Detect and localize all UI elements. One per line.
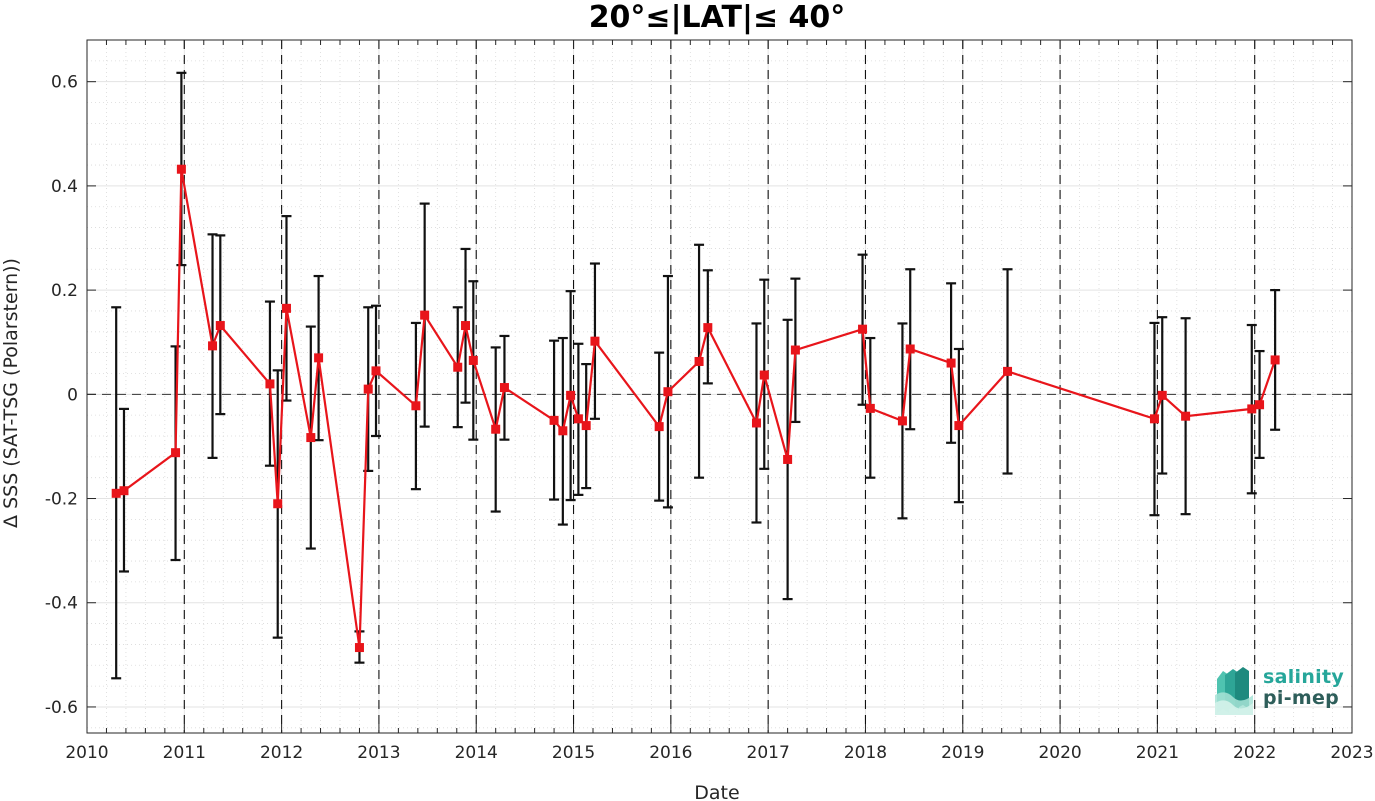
x-tick-label: 2018 — [844, 743, 887, 763]
data-point-marker — [453, 362, 463, 372]
logo-text-salinity: salinity — [1263, 666, 1345, 688]
data-point-marker — [897, 416, 907, 426]
data-point-marker — [420, 310, 430, 320]
data-point-marker — [281, 303, 291, 313]
chart-title: 20°≤|LAT|≤ 40° — [589, 0, 846, 35]
data-point-marker — [111, 488, 121, 498]
data-point-marker — [954, 421, 964, 431]
data-point-marker — [663, 387, 673, 397]
data-point-marker — [1003, 366, 1013, 376]
data-point-marker — [354, 643, 364, 653]
data-point-marker — [654, 422, 664, 432]
data-point-marker — [215, 321, 225, 331]
data-point-marker — [759, 370, 769, 380]
logo-text-pimep: pi-mep — [1263, 687, 1340, 709]
x-tick-label: 2019 — [941, 743, 984, 763]
plot-area-border — [86, 39, 1353, 734]
x-tick-label: 2016 — [649, 743, 692, 763]
series-markers — [111, 164, 1280, 653]
y-tick-label: 0 — [67, 385, 78, 405]
data-point-marker — [581, 421, 591, 431]
x-tick-labels: 2010 2011 2012 2013 2014 2015 2016 2017 2018 2019… — [65, 743, 1373, 763]
data-point-marker — [363, 384, 373, 394]
data-point-marker — [566, 390, 576, 400]
data-point-marker — [468, 355, 478, 365]
data-point-marker — [858, 324, 868, 334]
y-tick-label: -0.6 — [45, 698, 78, 718]
logo-waves-icon — [1215, 667, 1253, 715]
year-boundary-lines — [183, 40, 1256, 733]
y-tick-label: 0.2 — [51, 281, 78, 301]
data-point-marker — [783, 454, 793, 464]
data-point-marker — [306, 433, 316, 443]
y-tick-label: 0.6 — [51, 73, 78, 93]
data-point-marker — [208, 341, 218, 351]
data-point-marker — [549, 415, 559, 425]
data-point-marker — [119, 486, 129, 496]
data-point-marker — [790, 345, 800, 355]
data-point-marker — [499, 383, 509, 393]
x-tick-label: 2020 — [1038, 743, 1081, 763]
x-tick-label: 2022 — [1233, 743, 1276, 763]
data-point-marker — [905, 344, 915, 354]
data-point-marker — [491, 424, 501, 434]
data-point-marker — [1181, 411, 1191, 421]
data-point-marker — [273, 499, 283, 509]
x-tick-label: 2015 — [552, 743, 595, 763]
data-point-marker — [371, 366, 381, 376]
data-point-marker — [265, 379, 275, 389]
data-point-marker — [573, 414, 583, 424]
salinity-pimep-logo: salinity pi-mep — [1213, 665, 1345, 717]
x-tick-label: 2012 — [260, 743, 303, 763]
data-point-marker — [1247, 404, 1257, 414]
y-tick-label: 0.4 — [51, 177, 78, 197]
data-point-marker — [314, 353, 324, 363]
data-point-marker — [946, 358, 956, 368]
data-point-marker — [171, 448, 181, 458]
data-point-marker — [751, 418, 761, 428]
error-bars — [111, 71, 1281, 680]
data-point-marker — [694, 356, 704, 366]
data-point-marker — [1270, 355, 1280, 365]
data-point-marker — [1157, 390, 1167, 400]
x-axis-label: Date — [694, 782, 739, 801]
x-tick-label: 2010 — [65, 743, 108, 763]
data-point-marker — [590, 336, 600, 346]
y-tick-label: -0.2 — [45, 490, 78, 510]
y-tick-labels: -0.6 -0.4 -0.2 0 0.2 0.4 0.6 — [45, 73, 78, 718]
data-point-marker — [461, 321, 471, 331]
y-axis-label: Δ SSS (SAT-TSG (Polarstern)) — [0, 258, 22, 528]
data-point-marker — [176, 164, 186, 174]
x-tick-label: 2014 — [455, 743, 498, 763]
x-tick-label: 2021 — [1136, 743, 1179, 763]
series-line — [115, 169, 1277, 648]
data-point-marker — [411, 401, 421, 411]
data-point-marker — [865, 403, 875, 413]
minor-grid — [87, 40, 1352, 733]
y-tick-label: -0.4 — [45, 594, 78, 614]
x-tick-label: 2017 — [747, 743, 790, 763]
x-tick-label: 2011 — [163, 743, 206, 763]
x-tick-label: 2023 — [1330, 743, 1373, 763]
data-point-marker — [558, 426, 568, 436]
data-point-marker — [1255, 400, 1265, 410]
axis-ticks — [86, 40, 1353, 733]
data-point-marker — [1149, 414, 1159, 424]
x-tick-label: 2013 — [357, 743, 400, 763]
data-point-marker — [703, 323, 713, 333]
